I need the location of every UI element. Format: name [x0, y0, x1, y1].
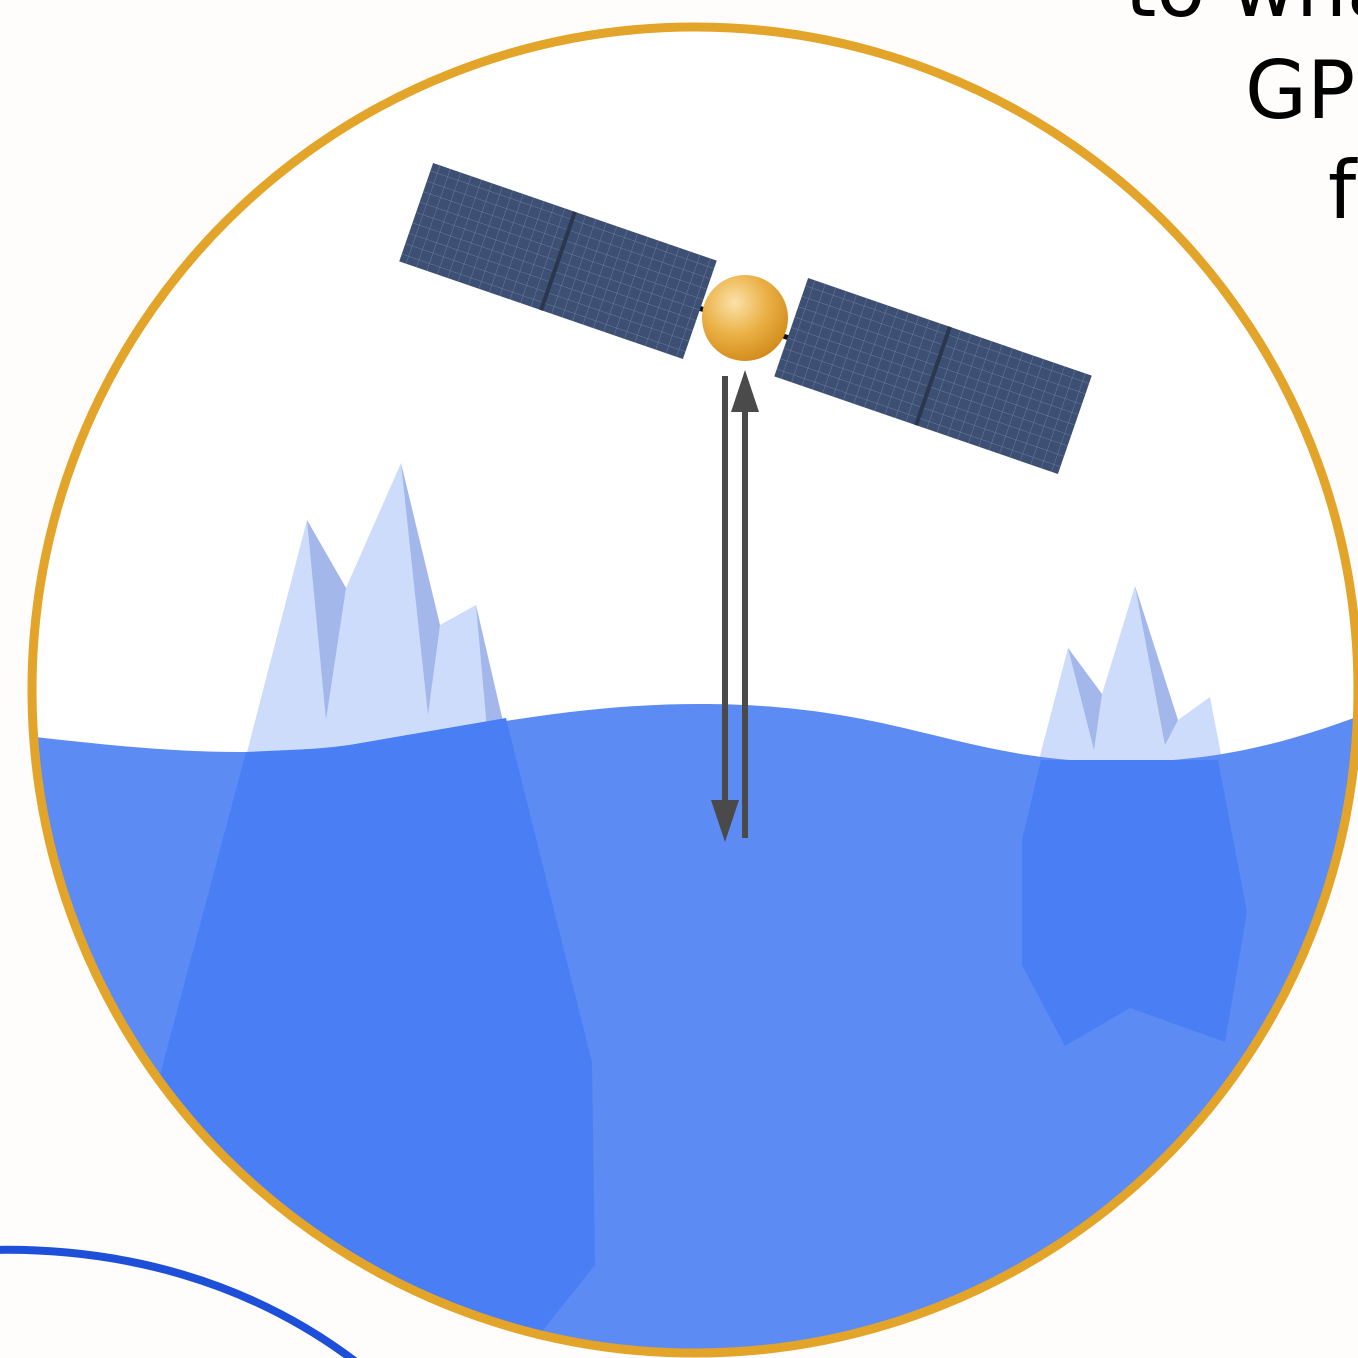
iceberg-left-shadow-2	[401, 463, 440, 715]
signal-arrows	[711, 370, 759, 842]
clipped-caption: to wha GP f	[1125, 0, 1358, 237]
earth-arc	[0, 1245, 358, 1358]
caption-line-1: to wha	[1125, 0, 1358, 35]
solar-panel-right	[774, 277, 1092, 475]
iceberg-right-shadow-2	[1135, 586, 1178, 745]
caption-line-2: GP	[1245, 44, 1355, 137]
signal-arrow-down-head	[711, 800, 739, 842]
iceberg-left-shadow-3	[476, 605, 505, 740]
lens-border	[27, 22, 1358, 1358]
iceberg-icon	[1035, 586, 1225, 775]
iceberg-right-shadow-1	[1068, 648, 1102, 750]
iceberg-icon	[245, 463, 510, 760]
satellite-body	[702, 275, 788, 361]
iceberg-left-shadow-1	[307, 520, 346, 720]
lens	[27, 22, 1358, 1358]
iceberg-right-above	[1035, 586, 1225, 775]
satellite-icon	[399, 162, 1092, 475]
signal-arrow-up-head	[731, 370, 759, 412]
solar-panel-left	[399, 162, 717, 360]
lens-content	[32, 162, 1358, 1353]
caption-line-3: f	[1328, 144, 1358, 237]
iceberg-right-underwater	[1022, 760, 1247, 1046]
